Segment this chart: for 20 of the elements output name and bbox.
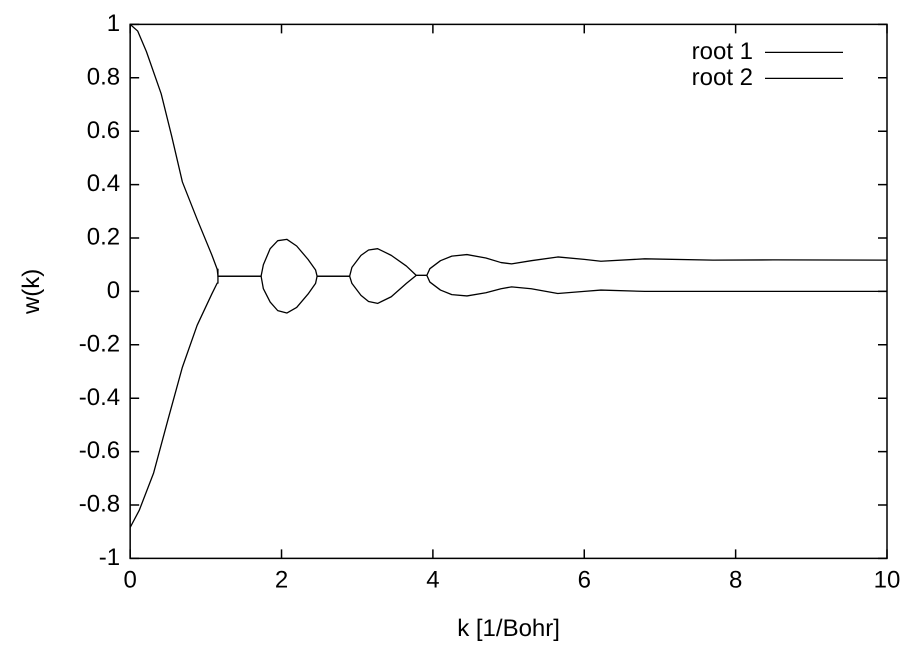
x-tick-label: 6 bbox=[578, 566, 591, 594]
x-axis-title: k [1/Bohr] bbox=[457, 615, 560, 642]
x-tick-label: 4 bbox=[426, 566, 440, 594]
y-tick-label: -1 bbox=[98, 544, 120, 572]
y-tick-label: -0.6 bbox=[78, 437, 120, 464]
y-tick-label: -0.8 bbox=[78, 490, 120, 518]
y-tick-label: 0.4 bbox=[86, 170, 120, 198]
y-tick-label: -0.4 bbox=[78, 384, 120, 411]
y-axis-title: w(k) bbox=[18, 268, 46, 316]
y-tick-label: 0 bbox=[106, 277, 120, 304]
x-tick-label: 10 bbox=[874, 566, 900, 594]
y-tick-label: 0.2 bbox=[86, 224, 120, 251]
y-tick-label: 1 bbox=[106, 10, 120, 38]
legend-label: root 1 bbox=[692, 38, 753, 66]
y-tick-label: -0.2 bbox=[78, 330, 120, 358]
legend-label: root 2 bbox=[692, 64, 753, 92]
x-tick-label: 2 bbox=[274, 566, 288, 594]
x-tick-label: 8 bbox=[728, 566, 742, 594]
y-tick-label: 0.8 bbox=[86, 63, 120, 90]
y-tick-label: 0.6 bbox=[86, 116, 120, 144]
